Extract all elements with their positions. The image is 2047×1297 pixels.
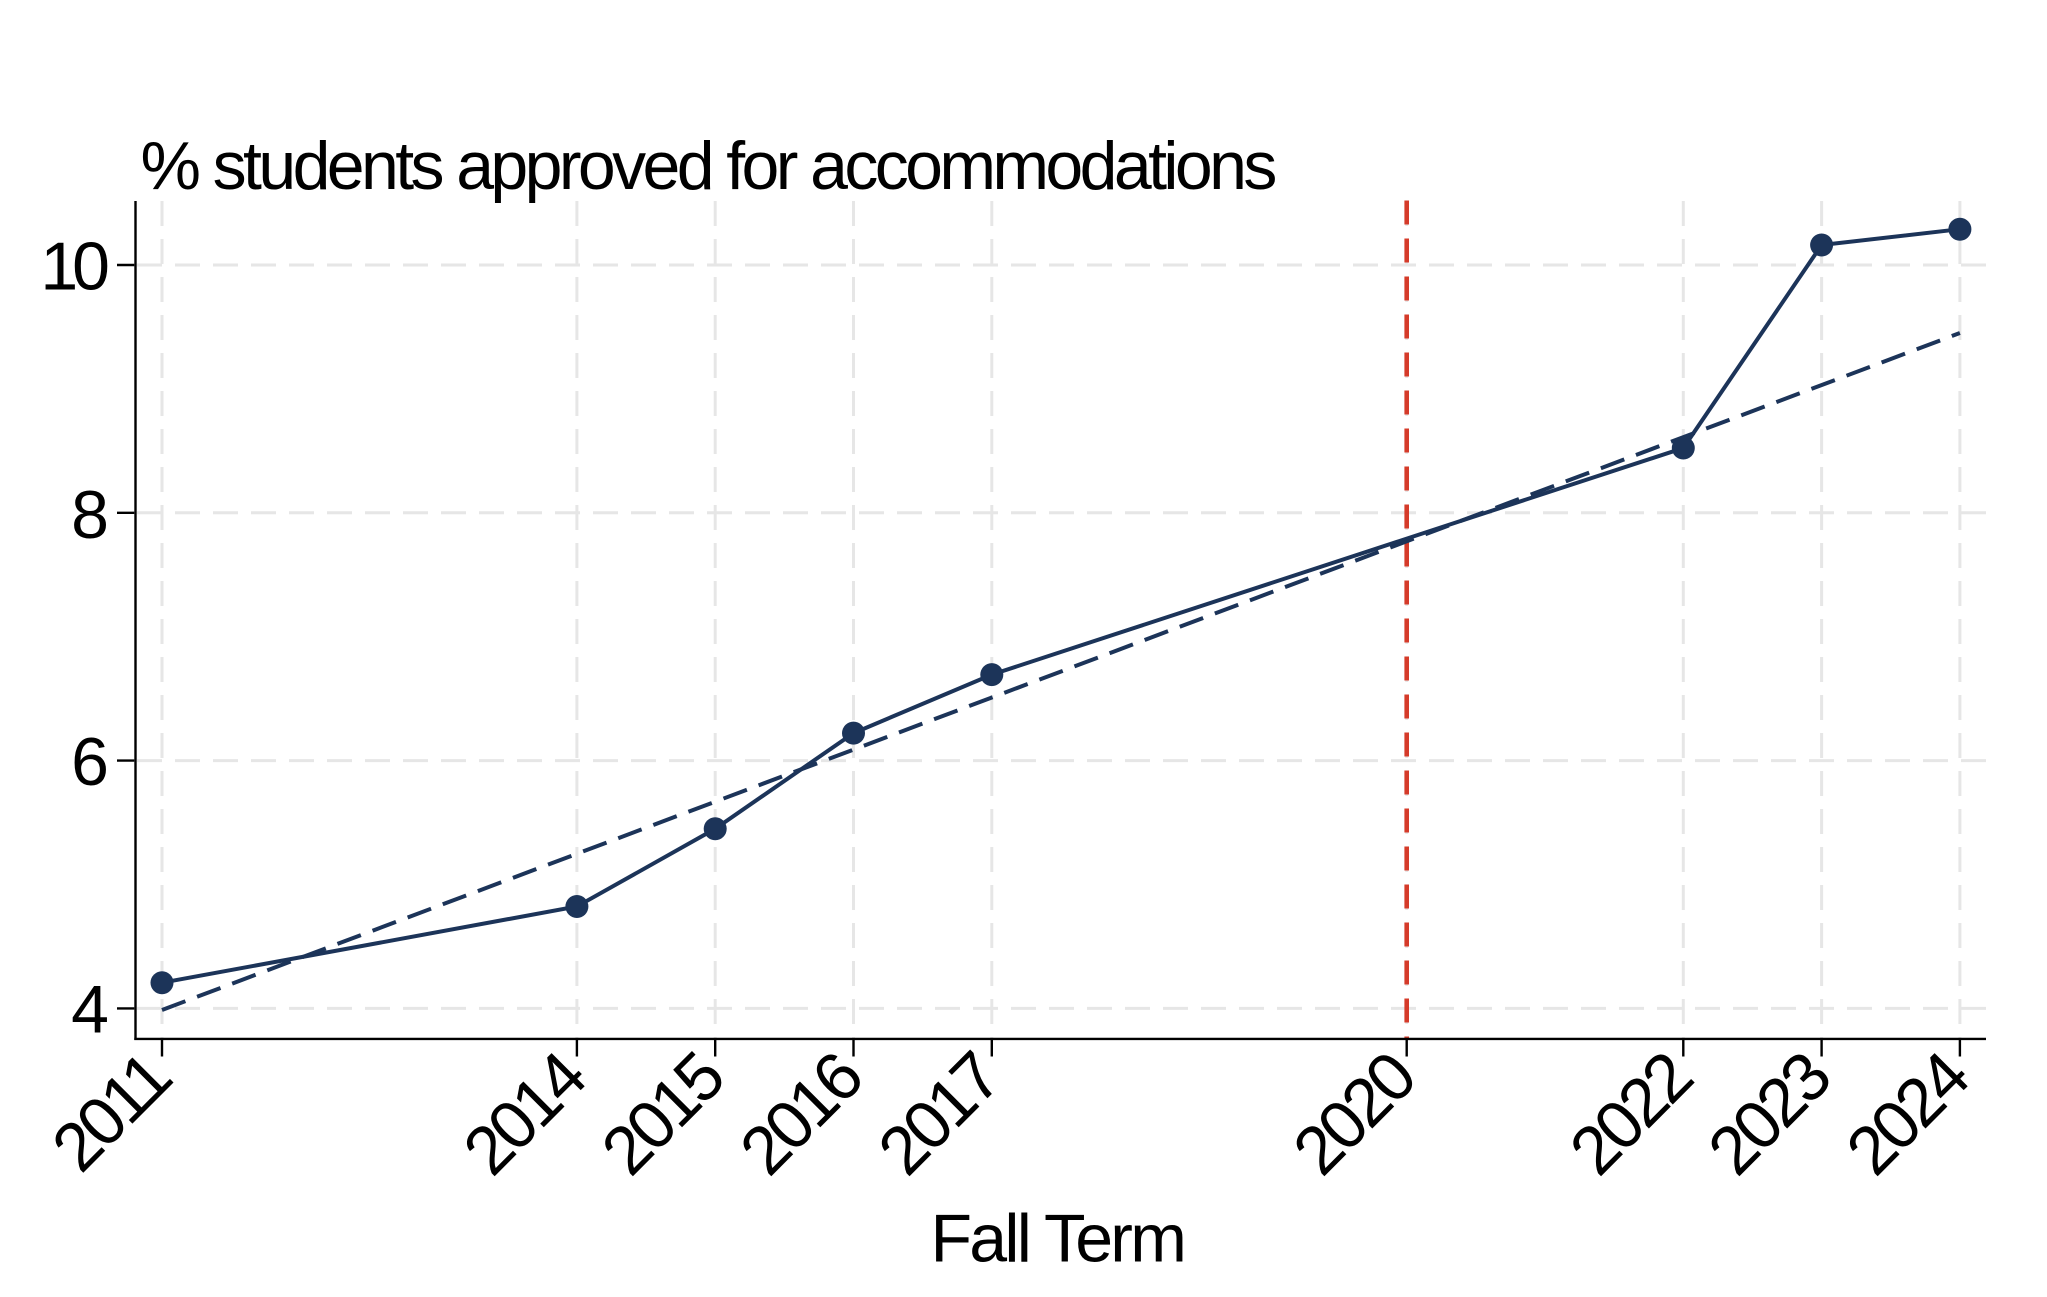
svg-text:Fall Term: Fall Term (931, 1200, 1185, 1276)
svg-text:8: 8 (71, 477, 109, 553)
svg-text:10: 10 (40, 229, 108, 305)
svg-text:4: 4 (71, 972, 109, 1048)
svg-text:6: 6 (71, 724, 109, 800)
svg-text:% students approved for accomm: % students approved for accommodations (141, 128, 1276, 204)
